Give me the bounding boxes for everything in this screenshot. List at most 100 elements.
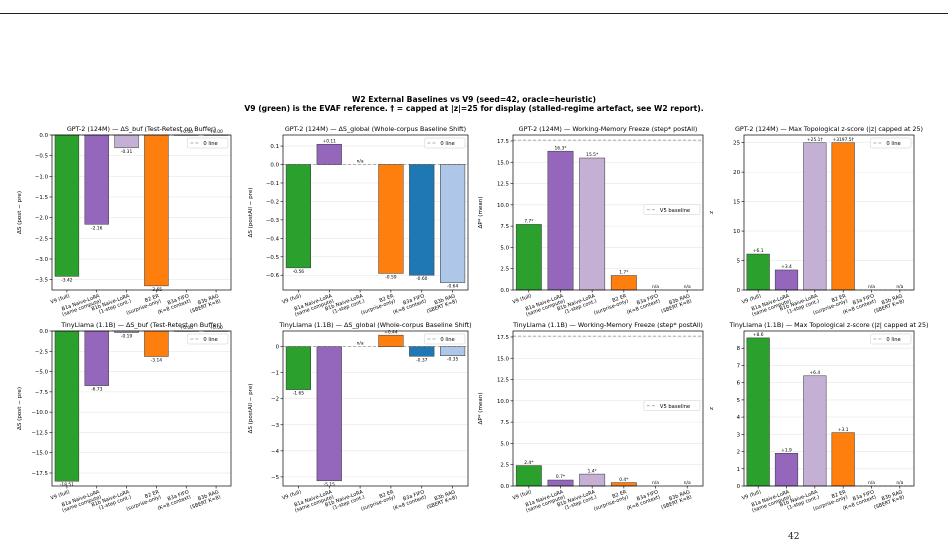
y-tick-label: 5.0 [500,441,509,447]
data-label: -1.65 [293,391,305,397]
x-tick-label: B3a FIFO(K=8 context) [390,293,427,316]
y-tick-label: 20 [733,170,740,176]
y-tick-label: 10.0 [497,203,510,209]
y-tick-label: −0.5 [266,255,279,261]
data-label: +8.6 [753,332,764,338]
y-tick-label: −4 [271,449,280,455]
chart-title: TinyLlama (1.1B) — Working-Memory Freeze… [512,321,703,329]
bar-V9 [515,224,542,291]
y-tick-label: −1.5 [35,195,48,201]
y-tick-label: −2.0 [35,216,49,222]
y-tick-label: −3.5 [35,278,48,284]
data-label: -0.56 [293,269,305,275]
legend-label: 0 line [203,141,217,147]
data-label: +3.4 [781,264,792,270]
y-tick-label: 17.5 [497,335,509,341]
y-tick-label: 0.1 [270,144,279,150]
bar-B1a [774,453,799,487]
plot-frame [743,330,915,487]
data-label: 0.7* [556,474,566,480]
y-tick-label: −2.5 [35,236,48,242]
y-axis-label: z [709,211,715,214]
x-tick-label-line: B2 ER [612,293,628,304]
top-rule [0,13,948,14]
legend-label: 0 line [886,141,900,147]
data-label: -0.59 [385,274,397,280]
bar-B2 [144,134,169,287]
x-tick-label: B2 ER(surprise-only) [591,293,630,316]
chart-panel-5: 0.0 −2.5 −5.0 −7.5 −10.0 −12.5 −15.0 −17.5 -18.5… [17,321,232,514]
x-tick-label: B2 ER(surprise-only) [358,293,397,316]
data-label: -0.19 [121,334,133,340]
y-tick-label: −0.5 [35,154,48,160]
bar-V9 [54,330,80,482]
bar-B3a [409,346,435,357]
chart-title: GPT-2 (124M) — ΔS_global (Whole-corpus B… [285,125,466,133]
data-label: n/a [652,480,659,486]
x-tick-label: V9 (full) [512,293,533,305]
x-tick-label-line: V9 (full) [512,293,533,305]
chart-panel-3: 0.0 2.5 5.0 7.5 10.0 12.5 15.0 17.5 7.7* 16.3* 15.… [478,125,704,318]
y-tick-label: −3 [271,423,279,429]
legend-box [424,137,466,149]
footer-page-number: 42 [788,532,800,542]
y-tick-label: 0.0 [39,133,48,139]
y-tick-label: 5.0 [500,245,509,251]
bar-V9 [515,465,542,487]
bar-V9 [285,346,312,390]
x-tick-label: B2 ER(surprise-only) [358,489,397,512]
legend-label: 0 line [440,141,454,147]
y-tick-label: 0 [276,345,280,351]
y-tick-label: −10.0 [31,410,48,416]
data-label: n/a [684,284,691,290]
plot-frame [51,134,232,291]
y-tick-label: 10 [733,229,740,235]
chart-title: TinyLlama (1.1B) — ΔS_global (Whole-corp… [278,321,471,329]
bar-B2 [610,275,637,291]
y-tick-label: −12.5 [31,430,48,436]
bar-B3a [409,164,435,276]
y-tick-label: 0.0 [500,484,509,490]
y-tick-label: −5.0 [35,370,49,376]
data-label: 1.4* [588,468,598,474]
data-label: -0.37 [416,357,428,363]
y-tick-label: 12.5 [497,182,509,188]
bar-B1a [84,134,109,225]
bar-V9 [746,337,770,487]
y-tick-label: 5 [737,398,740,404]
x-tick-label-line: (surprise-only) [360,298,396,316]
legend-label: 0 line [203,337,217,343]
plot-frame [512,330,704,487]
data-label: -3.42 [61,277,73,283]
y-tick-label: 7.5 [500,224,509,230]
y-tick-label: 5 [737,259,740,265]
y-tick-label: 6 [737,381,741,387]
plot-frame [51,330,232,487]
x-tick-label-line: (surprise-only) [593,494,629,512]
y-tick-label: −0.6 [266,273,280,279]
x-tick-label: B3b RAG(SBERT K=8) [424,293,458,315]
data-label: 15.5* [586,152,599,158]
data-label: n/a [357,159,364,165]
x-tick-label: B3a FIFO(K=8 context) [624,293,661,316]
data-label: n/a [896,284,903,290]
legend-label: V5 baseline [660,208,690,214]
data-label: n/a [684,480,691,486]
chart-title: GPT-2 (124M) — Max Topological z-score (… [735,125,923,133]
x-tick-label: V9 (full) [512,489,533,501]
bar-V9 [54,134,80,277]
y-tick-label: 2 [737,450,740,456]
legend-box [187,333,229,345]
y-tick-label: −1.0 [35,174,49,180]
bar-B1b [579,473,606,487]
data-label: n/a [357,341,364,347]
data-label: +1.9 [781,447,792,453]
chart-title: GPT-2 (124M) — Working-Memory Freeze (st… [519,125,698,133]
y-tick-label: −2 [271,397,279,403]
y-tick-label: 17.5 [497,139,509,145]
data-label: -6.73 [91,387,103,393]
bar-B3b [440,346,466,356]
data-label: +0.00 [209,325,223,331]
legend-box [187,137,229,149]
y-tick-label: −0.2 [266,199,279,205]
